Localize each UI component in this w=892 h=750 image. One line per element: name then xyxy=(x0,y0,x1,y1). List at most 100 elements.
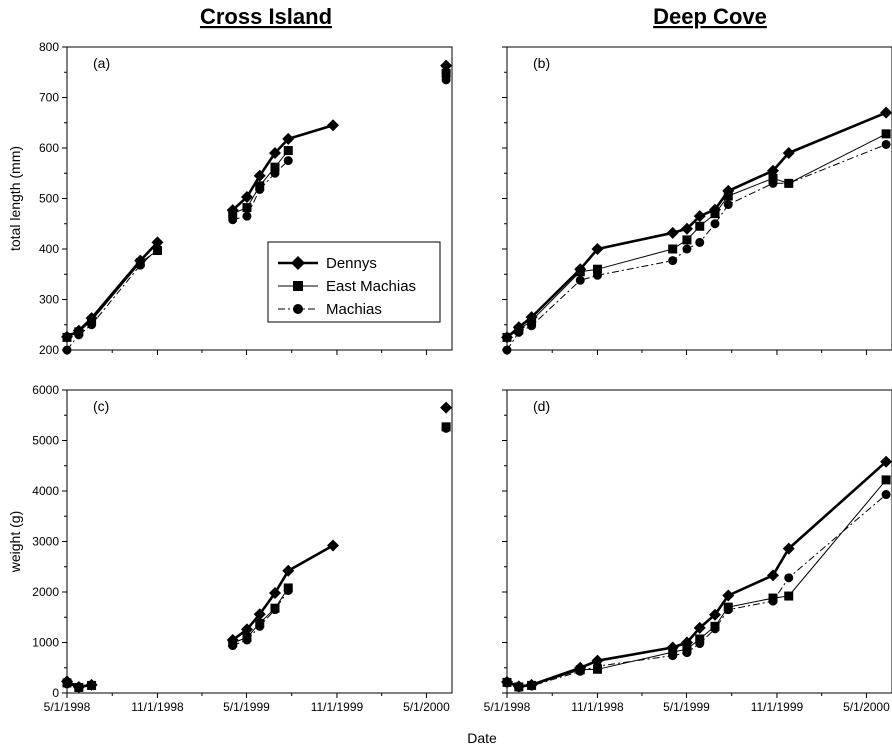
series-line-dennys xyxy=(66,241,159,339)
data-point-dennys xyxy=(708,608,721,621)
data-point-machias xyxy=(784,573,794,583)
data-point-machias xyxy=(514,682,524,692)
data-point-machias xyxy=(514,327,524,337)
data-point-machias xyxy=(710,219,720,229)
y-tick-label: 2000 xyxy=(32,585,59,599)
data-point-machias xyxy=(502,345,512,355)
x-tick-label: 5/1/2000 xyxy=(403,700,450,714)
y-tick-label: 6000 xyxy=(32,383,59,397)
data-point-machias xyxy=(723,605,733,615)
y-tick-label: 200 xyxy=(39,343,59,357)
panel-label: (d) xyxy=(533,398,550,414)
legend-label-machias: Machias xyxy=(326,301,382,318)
panel-label: (a) xyxy=(93,55,110,71)
data-point-machias xyxy=(74,330,84,340)
data-point-dennys xyxy=(253,608,266,621)
data-point-east-machias xyxy=(784,591,794,601)
data-point-dennys xyxy=(767,164,780,177)
data-point-east-machias xyxy=(228,209,238,219)
panel-d: 5/1/1998 11/1/1998 5/1/1999 11/1/1999 5/1/20… xyxy=(484,389,892,714)
x-tick-label: 5/1/1999 xyxy=(223,700,270,714)
data-point-east-machias xyxy=(695,634,705,644)
data-point-machias xyxy=(283,585,293,595)
data-point-machias xyxy=(270,605,280,615)
data-point-east-machias xyxy=(768,173,778,183)
data-point-east-machias xyxy=(527,316,537,326)
y-tick-label: 700 xyxy=(39,91,59,105)
x-tick-label: 11/1/1998 xyxy=(131,700,184,714)
panel-label: (b) xyxy=(533,55,550,71)
y-tick-label: 3000 xyxy=(32,535,59,549)
panel-c: 0 1000 2000 3000 4000 5000 6000 5/1/1998 11/1/19… xyxy=(7,383,453,714)
data-point-east-machias xyxy=(668,244,678,254)
plot-frame xyxy=(506,46,892,351)
legend-marker-dennys xyxy=(291,256,305,270)
data-point-east-machias xyxy=(881,129,891,139)
data-point-machias xyxy=(527,321,537,331)
data-point-machias xyxy=(87,681,97,691)
data-point-dennys xyxy=(767,569,780,582)
data-point-machias xyxy=(62,345,72,355)
data-point-machias xyxy=(668,256,678,266)
x-tick-label: 5/1/1998 xyxy=(484,700,531,714)
data-point-east-machias xyxy=(283,146,293,156)
data-point-machias xyxy=(441,423,451,433)
data-point-east-machias xyxy=(270,162,280,172)
data-point-machias xyxy=(668,651,678,661)
data-point-machias xyxy=(152,244,162,254)
y-tick-label: 300 xyxy=(39,293,59,307)
data-point-machias xyxy=(682,244,692,254)
data-point-machias xyxy=(87,320,97,330)
data-point-machias xyxy=(784,178,794,188)
panel-b: (b) xyxy=(501,46,892,355)
y-axis-label: total length (mm) xyxy=(7,146,23,251)
data-point-dennys xyxy=(327,539,340,552)
series-east-machias xyxy=(62,422,451,692)
data-point-dennys xyxy=(440,59,453,72)
data-point-dennys xyxy=(440,401,453,414)
column-title-deep-cove: Deep Cove xyxy=(653,4,767,29)
data-point-machias xyxy=(228,215,238,225)
data-point-machias xyxy=(242,635,252,645)
data-point-dennys xyxy=(591,243,604,255)
x-tick-label: 11/1/1999 xyxy=(311,700,364,714)
data-point-machias xyxy=(881,490,891,500)
data-point-machias xyxy=(682,648,692,658)
data-point-machias xyxy=(768,596,778,606)
data-point-dennys xyxy=(693,621,706,634)
y-tick-label: 0 xyxy=(52,686,59,700)
plot-frame xyxy=(66,389,453,694)
data-point-east-machias xyxy=(723,191,733,201)
series-line-dennys xyxy=(506,460,887,688)
panel-label: (c) xyxy=(93,398,109,414)
series-east-machias xyxy=(502,129,891,342)
data-point-machias xyxy=(710,624,720,634)
legend: Dennys East Machias Machias xyxy=(267,241,441,323)
data-point-machias xyxy=(592,661,602,671)
series-line-machias xyxy=(506,144,887,351)
data-point-machias xyxy=(527,681,537,691)
data-point-machias xyxy=(592,270,602,280)
series-dennys xyxy=(61,401,453,693)
data-point-east-machias xyxy=(695,221,705,231)
series-machias xyxy=(502,139,891,355)
series-dennys xyxy=(501,455,892,693)
data-point-machias xyxy=(695,237,705,247)
y-tick-label: 800 xyxy=(39,40,59,54)
y-tick-label: 400 xyxy=(39,242,59,256)
x-tick-label: 11/1/1999 xyxy=(751,700,804,714)
data-point-east-machias xyxy=(592,264,602,274)
data-point-machias xyxy=(255,621,265,631)
y-tick-label: 600 xyxy=(39,141,59,155)
y-tick-label: 500 xyxy=(39,192,59,206)
data-point-machias xyxy=(135,260,145,270)
data-point-machias xyxy=(881,139,891,149)
data-point-machias xyxy=(255,184,265,194)
data-point-dennys xyxy=(151,236,164,249)
data-point-dennys xyxy=(268,587,281,600)
data-point-east-machias xyxy=(682,235,692,245)
data-point-dennys xyxy=(666,226,679,239)
data-point-dennys xyxy=(880,455,892,468)
data-point-dennys xyxy=(880,106,892,119)
x-tick-label: 5/1/1998 xyxy=(44,700,91,714)
